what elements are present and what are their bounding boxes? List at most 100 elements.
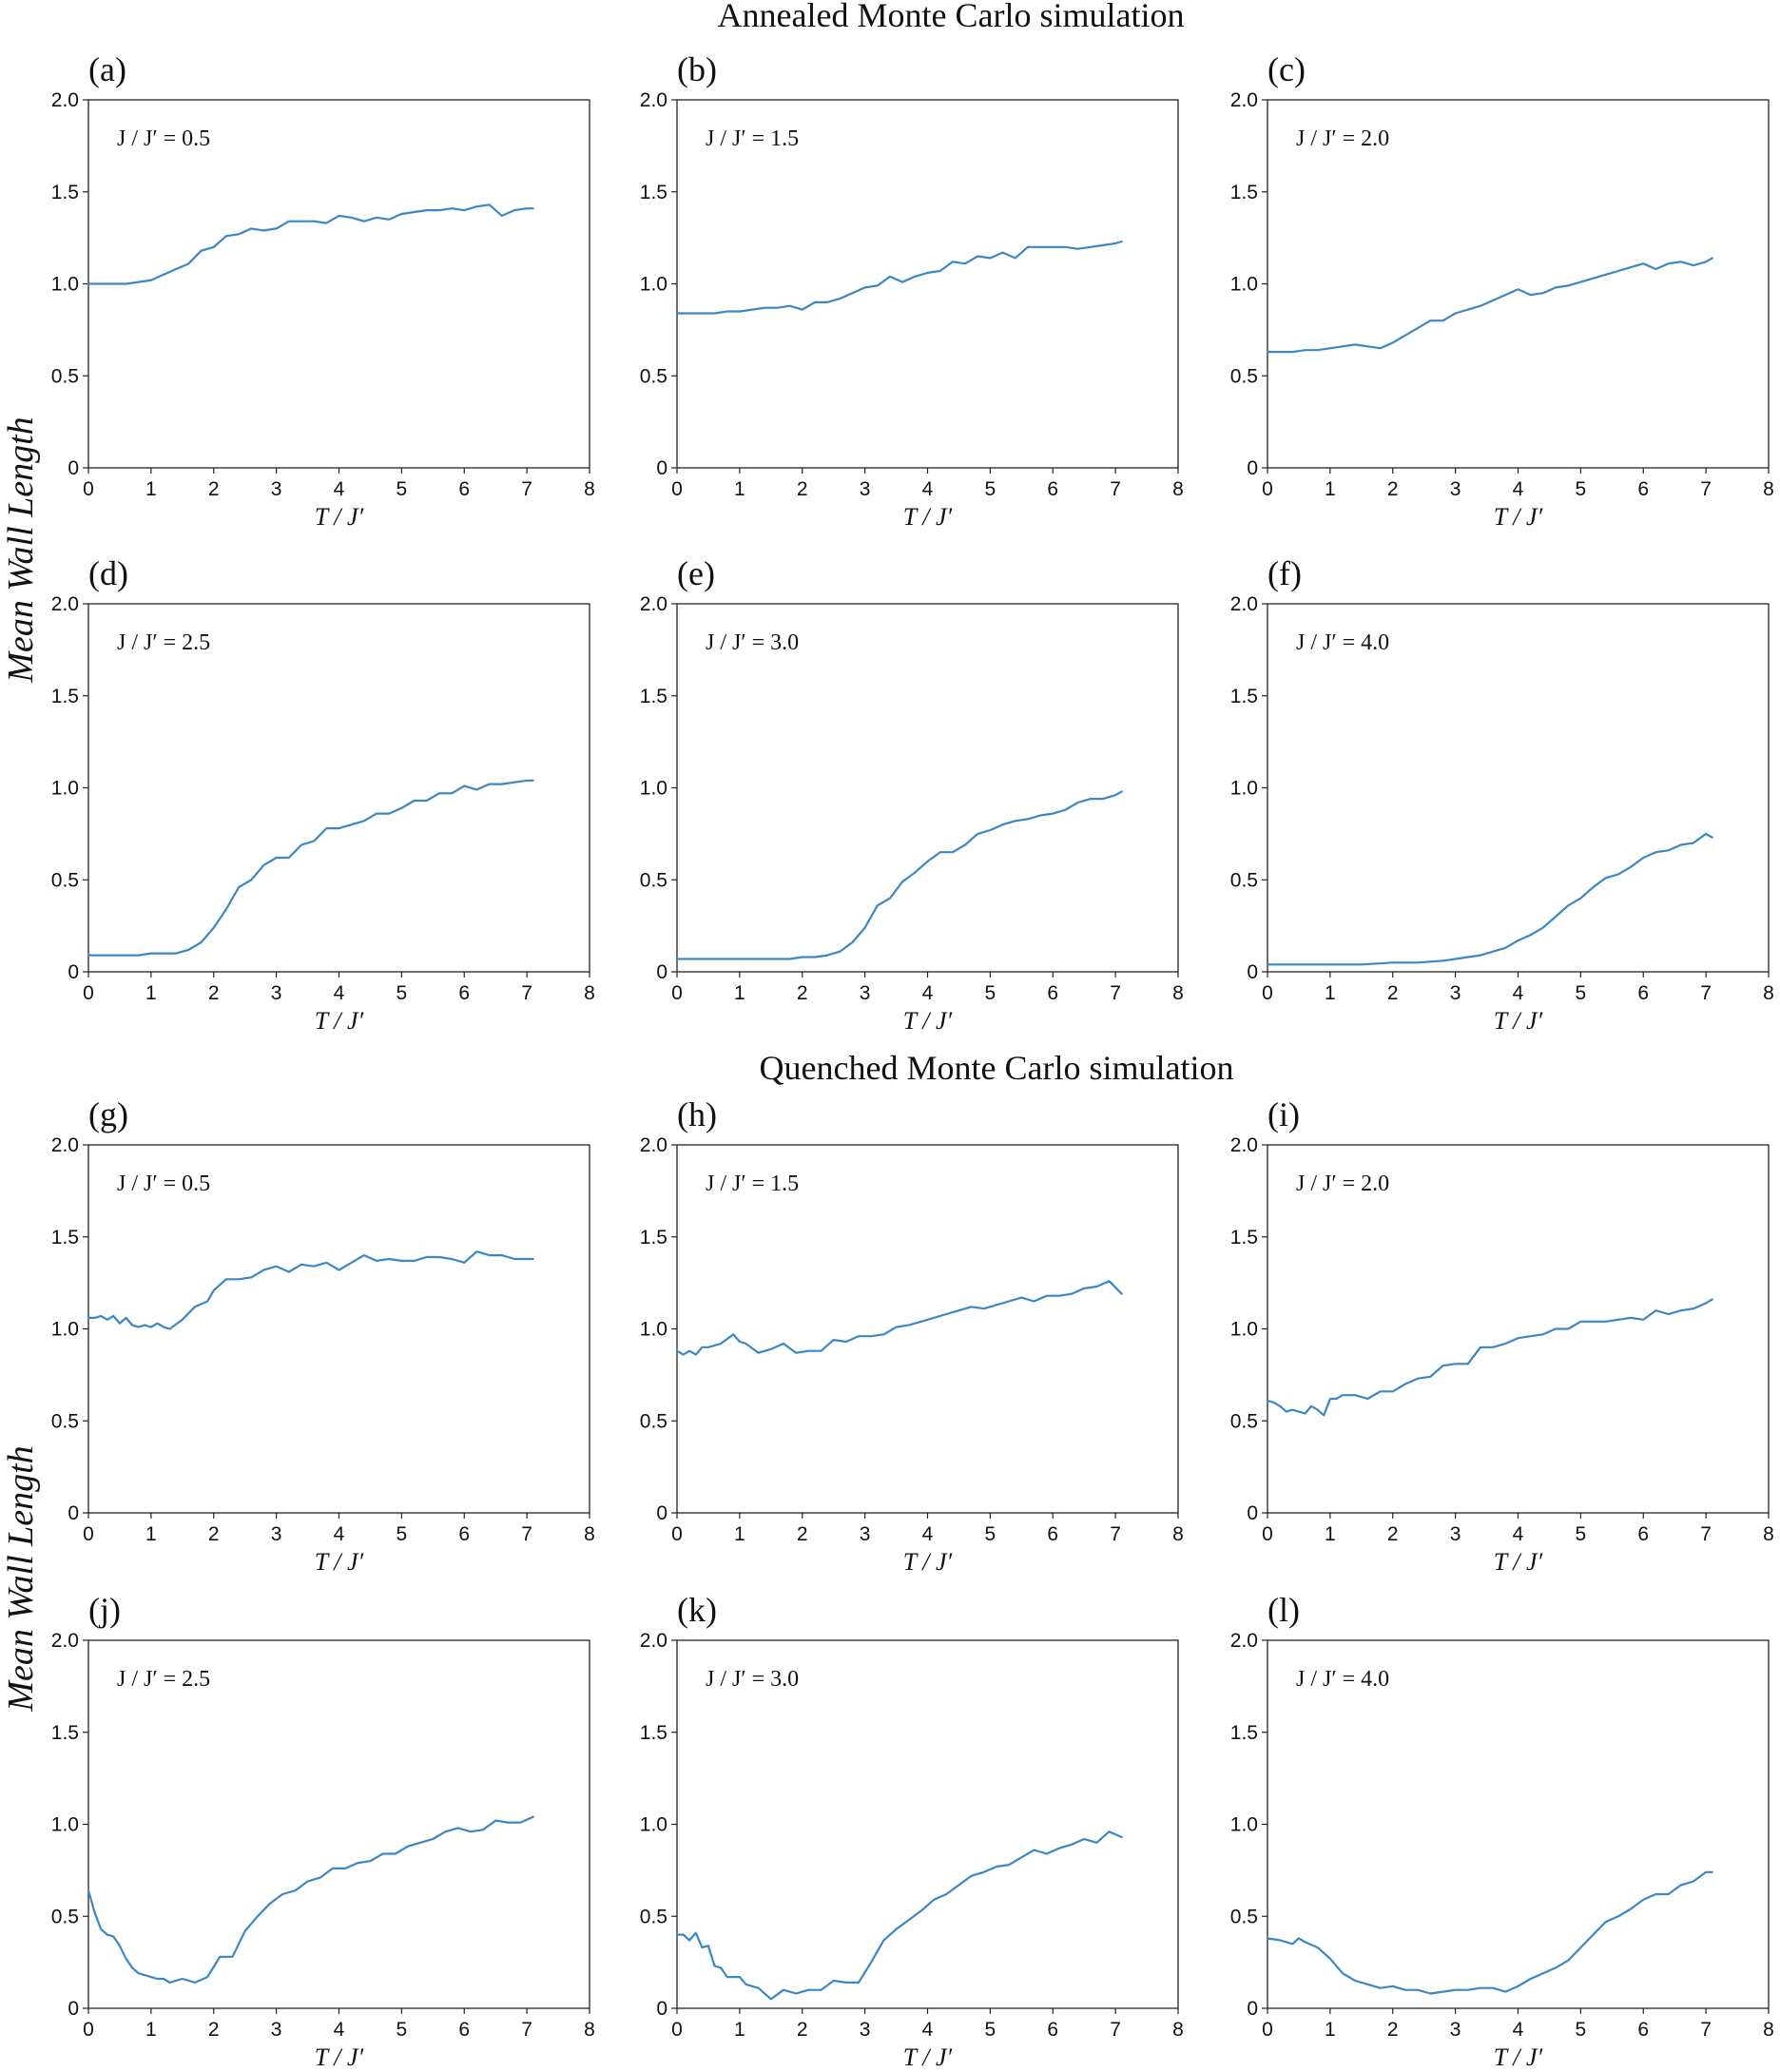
x-tick-label: 7 — [1700, 478, 1712, 500]
y-tick-label: 1.0 — [1230, 274, 1258, 296]
x-tick-label: 6 — [458, 1523, 470, 1545]
x-tick-label: 4 — [1513, 478, 1524, 500]
x-tick-label: 3 — [1450, 478, 1461, 500]
x-tick-label: 1 — [1325, 1523, 1336, 1545]
x-tick-label: 7 — [1700, 2019, 1712, 2041]
panel-label: (b) — [677, 50, 717, 88]
x-tick-label: 6 — [1047, 1523, 1058, 1545]
x-axis-label: T / J′ — [315, 2043, 364, 2071]
panel-i: (i) 0 1 2 3 4 5 6 7 8 0 0.5 1.0 1.5 2.0 T / J′ J / J′ = … — [1230, 1095, 1774, 1576]
x-tick-label: 7 — [521, 2019, 532, 2041]
x-tick-label: 1 — [734, 478, 745, 500]
y-tick-label: 0 — [656, 1998, 668, 2020]
y-tick-label: 1.5 — [1230, 1227, 1258, 1249]
y-tick-label: 2.0 — [1230, 1134, 1258, 1156]
x-tick-label: 2 — [797, 478, 808, 500]
panel-label: (c) — [1267, 50, 1306, 88]
plot-frame — [676, 603, 1179, 973]
x-tick-label: 3 — [271, 982, 282, 1004]
panel-e: (e) 0 1 2 3 4 5 6 7 8 0 0.5 1.0 1.5 2.0 T / J′ J / J′ = … — [640, 554, 1184, 1035]
x-tick-label: 2 — [1387, 2019, 1399, 2041]
y-tick-label: 1.0 — [640, 274, 668, 296]
coupling-annotation: J / J′ = 2.0 — [1296, 126, 1389, 151]
x-tick-label: 2 — [1387, 478, 1399, 500]
y-tick-label: 0.5 — [51, 1410, 79, 1432]
x-tick-label: 8 — [1763, 982, 1774, 1004]
x-axis-label: T / J′ — [1494, 1007, 1543, 1035]
x-tick-label: 2 — [797, 2019, 808, 2041]
y-tick-label: 1.5 — [51, 182, 79, 203]
y-tick-label: 2.0 — [640, 1134, 668, 1156]
x-tick-label: 4 — [1513, 2019, 1524, 2041]
y-axis-label-bottom: Mean Wall Length — [1, 1445, 41, 1712]
plot-frame — [87, 1144, 590, 1514]
plot-frame — [87, 1639, 590, 2009]
x-tick-label: 3 — [271, 2019, 282, 2041]
x-tick-label: 0 — [671, 2019, 683, 2041]
x-tick-label: 7 — [521, 982, 532, 1004]
mean-wall-length-line — [1266, 832, 1713, 966]
x-tick-label: 4 — [922, 478, 934, 500]
x-tick-label: 7 — [1110, 982, 1121, 1004]
mean-wall-length-line — [675, 790, 1123, 960]
panels: (a) 0 1 2 3 4 5 6 7 8 0 0.5 1.0 1.5 2.0 T / J′ J / J′ = … — [51, 50, 1774, 2071]
coupling-annotation: J / J′ = 2.0 — [1296, 1172, 1389, 1196]
x-tick-label: 6 — [458, 982, 470, 1004]
x-axis-label: T / J′ — [1494, 2043, 1543, 2071]
x-tick-label: 6 — [1637, 478, 1649, 500]
x-tick-label: 0 — [1262, 982, 1273, 1004]
x-tick-label: 4 — [334, 982, 345, 1004]
coupling-annotation: J / J′ = 0.5 — [117, 126, 210, 151]
panel-label: (f) — [1267, 554, 1302, 592]
x-tick-label: 3 — [1450, 2019, 1461, 2041]
y-tick-label: 0.5 — [640, 1410, 668, 1432]
y-tick-label: 1.0 — [640, 1319, 668, 1341]
x-tick-label: 4 — [334, 2019, 345, 2041]
x-tick-label: 4 — [1513, 1523, 1524, 1545]
y-tick-label: 0.5 — [1230, 869, 1258, 891]
y-tick-label: 1.5 — [640, 686, 668, 707]
y-tick-label: 1.0 — [51, 778, 79, 800]
coupling-annotation: J / J′ = 4.0 — [1296, 630, 1389, 655]
x-tick-label: 1 — [145, 1523, 157, 1545]
y-tick-label: 2.0 — [51, 593, 79, 615]
x-tick-label: 6 — [458, 2019, 470, 2041]
x-tick-label: 4 — [1513, 982, 1524, 1004]
plot-frame — [87, 99, 590, 469]
x-tick-label: 8 — [584, 982, 595, 1004]
mean-wall-length-line — [87, 203, 534, 285]
x-tick-label: 8 — [1172, 982, 1184, 1004]
x-tick-label: 8 — [1763, 478, 1774, 500]
panel-a: (a) 0 1 2 3 4 5 6 7 8 0 0.5 1.0 1.5 2.0 T / J′ J / J′ = … — [51, 50, 595, 531]
y-tick-label: 1.5 — [1230, 686, 1258, 707]
x-tick-label: 2 — [208, 2019, 220, 2041]
x-tick-label: 2 — [797, 982, 808, 1004]
x-tick-label: 0 — [1262, 1523, 1273, 1545]
y-tick-label: 1.5 — [640, 1722, 668, 1744]
y-tick-label: 0 — [656, 457, 668, 479]
x-axis-label: T / J′ — [903, 503, 953, 531]
x-tick-label: 7 — [1110, 2019, 1121, 2041]
panel-k: (k) 0 1 2 3 4 5 6 7 8 0 0.5 1.0 1.5 2.0 T / J′ J / J′ = … — [640, 1591, 1184, 2071]
x-axis-label: T / J′ — [315, 503, 364, 531]
y-tick-label: 1.0 — [51, 274, 79, 296]
x-tick-label: 0 — [83, 1523, 94, 1545]
panel-d: (d) 0 1 2 3 4 5 6 7 8 0 0.5 1.0 1.5 2.0 T / J′ J / J′ = … — [51, 554, 595, 1035]
y-tick-label: 0.5 — [51, 1906, 79, 1927]
x-tick-label: 0 — [671, 478, 683, 500]
y-tick-label: 2.0 — [1230, 593, 1258, 615]
mean-wall-length-line — [1266, 1298, 1713, 1417]
x-tick-label: 0 — [1262, 478, 1273, 500]
y-tick-label: 1.5 — [640, 1227, 668, 1249]
panel-f: (f) 0 1 2 3 4 5 6 7 8 0 0.5 1.0 1.5 2.0 T / J′ J / J′ = … — [1230, 554, 1774, 1035]
x-tick-label: 3 — [860, 478, 871, 500]
annealed-title: Annealed Monte Carlo simulation — [718, 0, 1185, 34]
plot-frame — [676, 1639, 1179, 2009]
plot-frame — [1267, 99, 1770, 469]
panel-label: (l) — [1267, 1591, 1300, 1629]
x-tick-label: 5 — [985, 478, 996, 500]
x-tick-label: 3 — [271, 1523, 282, 1545]
coupling-annotation: J / J′ = 2.5 — [117, 630, 210, 655]
coupling-annotation: J / J′ = 1.5 — [706, 126, 799, 151]
